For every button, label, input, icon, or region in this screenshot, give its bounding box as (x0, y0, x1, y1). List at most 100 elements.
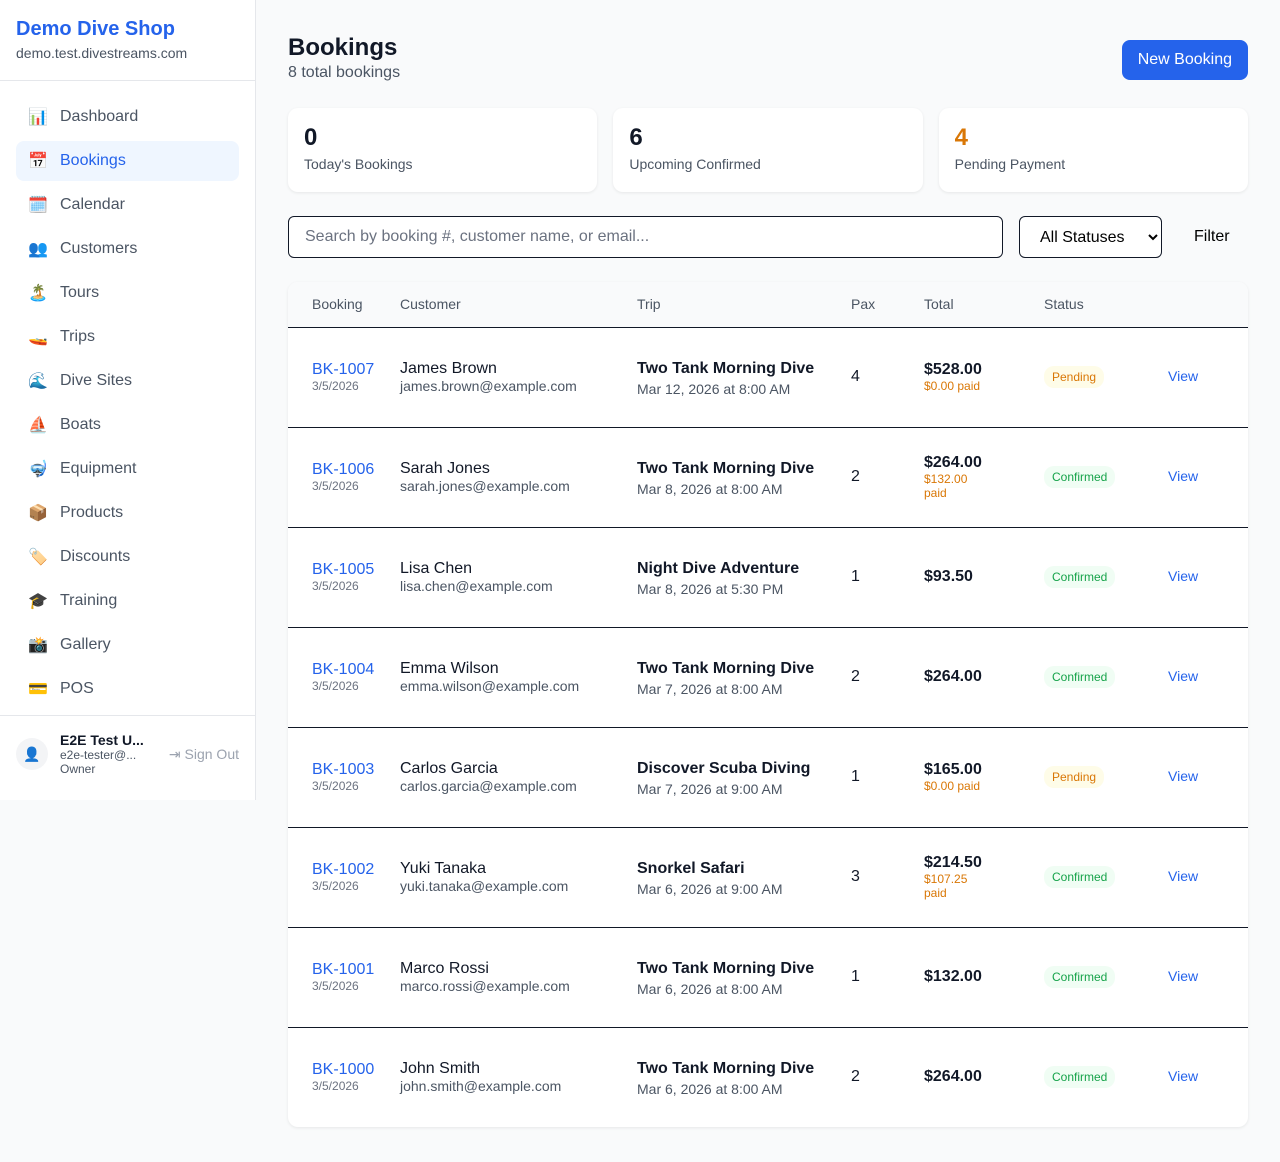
table-row: BK-1005 3/5/2026 Lisa Chen lisa.chen@examp… (288, 527, 1248, 628)
user-email: e2e-tester@... (60, 748, 137, 762)
pax: 1 (851, 727, 924, 828)
sidebar-item-discounts[interactable]: 🏷️ Discounts (16, 537, 239, 577)
booking-id-link[interactable]: BK-1000 (312, 1061, 375, 1079)
view-link[interactable]: View (1168, 568, 1199, 584)
booking-date: 3/5/2026 (312, 379, 359, 393)
trip-name: Two Tank Morning Dive (637, 960, 815, 977)
sidebar-item-boats[interactable]: ⛵ Boats (16, 405, 239, 445)
sidebar-item-gallery[interactable]: 📸 Gallery (16, 625, 239, 665)
table-row: BK-1004 3/5/2026 Emma Wilson emma.wilson@e… (288, 627, 1248, 728)
customer-email: john.smith@example.com (400, 1078, 562, 1095)
booking-id-link[interactable]: BK-1001 (312, 961, 375, 978)
sidebar-item-trips[interactable]: 🚤 Trips (16, 317, 239, 357)
sidebar-item-label: Training (60, 592, 118, 609)
filter-button[interactable]: Filter (1178, 228, 1246, 246)
view-link[interactable]: View (1168, 468, 1199, 484)
sign-out-button[interactable]: ⇥ Sign Out (169, 746, 239, 763)
booking-id-link[interactable]: BK-1004 (312, 661, 375, 678)
booking-date: 3/5/2026 (312, 879, 359, 893)
booking-id-link[interactable]: BK-1005 (312, 561, 375, 578)
booking-id-link[interactable]: BK-1006 (312, 461, 375, 478)
total-amount: $214.50 (924, 854, 982, 871)
dive-sites-icon: 🌊 (28, 373, 48, 390)
total-amount: $264.00 (924, 668, 982, 685)
view-link[interactable]: View (1168, 368, 1199, 384)
user-name: E2E Test U... (60, 732, 144, 748)
main-content: Bookings 8 total bookings New Booking 0 T… (288, 34, 1248, 1127)
view-link[interactable]: View (1168, 768, 1199, 784)
trip-name: Night Dive Adventure (637, 560, 800, 577)
status-badge: Confirmed (1044, 566, 1116, 588)
sidebar-item-label: Customers (60, 240, 138, 257)
customer-name: Emma Wilson (400, 660, 499, 677)
gallery-icon: 📸 (28, 637, 48, 654)
shop-name[interactable]: Demo Dive Shop (16, 18, 175, 40)
user-panel: 👤 E2E Test U... e2e-tester@... Owner ⇥ S… (0, 715, 255, 792)
sidebar-item-dive-sites[interactable]: 🌊 Dive Sites (16, 361, 239, 401)
customer-name: Marco Rossi (400, 960, 489, 977)
sidebar-item-customers[interactable]: 👥 Customers (16, 229, 239, 269)
booking-id-link[interactable]: BK-1003 (312, 761, 375, 778)
page-title: Bookings (288, 34, 398, 61)
view-link[interactable]: View (1168, 1068, 1199, 1085)
customer-email: sarah.jones@example.com (400, 478, 570, 494)
customer-email: carlos.garcia@example.com (400, 778, 577, 794)
sidebar-item-label: Discounts (60, 548, 131, 565)
status-select[interactable]: All Statuses (1019, 216, 1162, 258)
stat-card-upcoming: 6 Upcoming Confirmed (613, 108, 923, 192)
sidebar-item-training[interactable]: 🎓 Training (16, 581, 239, 621)
sidebar-item-label: Calendar (60, 196, 125, 213)
sidebar-item-label: Gallery (60, 636, 111, 653)
sidebar-item-label: Dive Sites (60, 372, 133, 389)
filter-bar: All Statuses Filter (288, 216, 1248, 258)
status-badge: Confirmed (1044, 466, 1116, 488)
sidebar-item-tours[interactable]: 🏝️ Tours (16, 273, 239, 313)
booking-date: 3/5/2026 (312, 779, 359, 793)
training-icon: 🎓 (28, 593, 48, 610)
page-subtitle: 8 total bookings (288, 64, 401, 81)
view-link[interactable]: View (1168, 668, 1199, 684)
table-row: BK-1001 3/5/2026 Marco Rossi marco.rossi@e… (288, 927, 1248, 1028)
pos-icon: 💳 (28, 681, 48, 698)
user-role: Owner (60, 762, 96, 776)
column-header: Status (1044, 282, 1168, 328)
discounts-icon: 🏷️ (28, 549, 48, 566)
customer-email: lisa.chen@example.com (400, 578, 553, 594)
booking-date: 3/5/2026 (312, 979, 359, 993)
status-badge: Confirmed (1044, 866, 1116, 888)
column-header: Booking (288, 282, 400, 328)
sidebar-item-dashboard[interactable]: 📊 Dashboard (16, 97, 239, 137)
brand: Demo Dive Shop demo.test.divestreams.com (0, 0, 255, 81)
stat-value: 0 (304, 124, 318, 151)
sidebar: Demo Dive Shop demo.test.divestreams.com… (0, 0, 256, 800)
view-link[interactable]: View (1168, 868, 1199, 884)
search-input[interactable] (288, 216, 1003, 258)
sidebar-item-equipment[interactable]: 🤿 Equipment (16, 449, 239, 489)
status-badge: Confirmed (1044, 1066, 1116, 1089)
stat-card-pending: 4 Pending Payment (938, 108, 1248, 192)
total-amount: $165.00 (924, 761, 982, 778)
trips-icon: 🚤 (28, 329, 48, 346)
booking-date: 3/5/2026 (312, 579, 359, 593)
sidebar-item-label: Boats (60, 416, 101, 433)
stats-row: 0 Today's Bookings 6 Upcoming Confirmed 4 P… (288, 108, 1248, 192)
stat-label: Today's Bookings (304, 156, 413, 172)
sidebar-item-pos[interactable]: 💳 POS (16, 669, 239, 709)
total-amount: $93.50 (924, 568, 973, 585)
view-link[interactable]: View (1168, 968, 1199, 984)
boats-icon: ⛵ (28, 417, 48, 434)
sidebar-item-calendar[interactable]: 🗓️ Calendar (16, 185, 239, 225)
sign-out-icon: ⇥ (168, 745, 181, 762)
trip-date: Mar 8, 2026 at 8:00 AM (637, 481, 783, 497)
new-booking-button[interactable]: New Booking (1121, 40, 1248, 80)
booking-id-link[interactable]: BK-1007 (312, 361, 375, 378)
stat-value: 4 (954, 124, 969, 151)
page-header: Bookings 8 total bookings New Booking (288, 34, 1248, 82)
stat-label: Upcoming Confirmed (629, 156, 761, 172)
sidebar-item-bookings[interactable]: 📅 Bookings (16, 141, 239, 181)
booking-date: 3/5/2026 (312, 1079, 359, 1094)
sidebar-item-products[interactable]: 📦 Products (16, 493, 239, 533)
table-row: BK-1000 3/5/2026 John Smith john.smith@exa… (288, 1027, 1248, 1127)
booking-id-link[interactable]: BK-1002 (312, 861, 375, 878)
customer-name: Carlos Garcia (400, 760, 498, 777)
